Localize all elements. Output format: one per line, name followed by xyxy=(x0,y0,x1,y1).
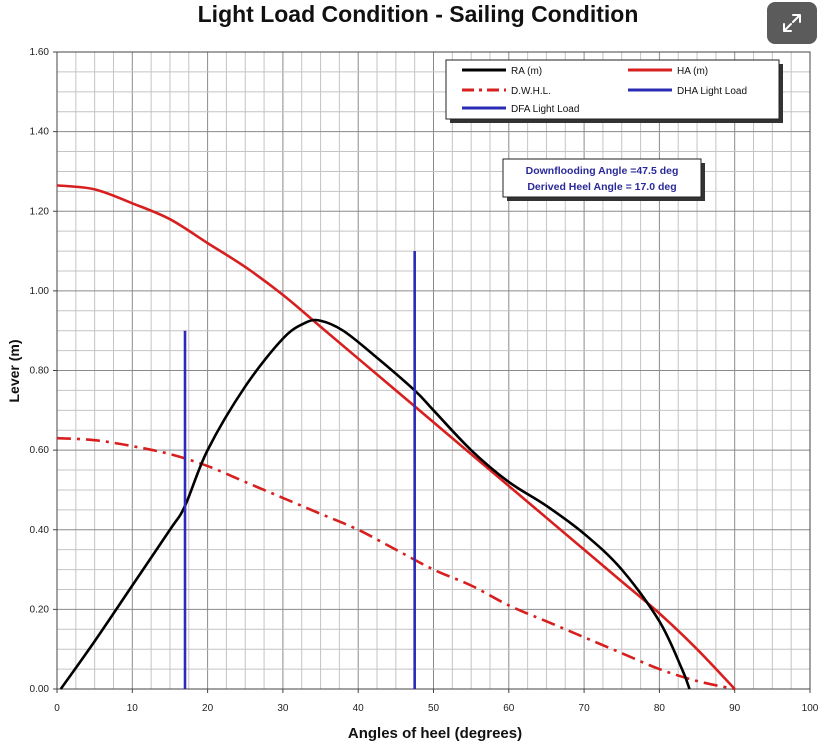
x-tick-label: 0 xyxy=(54,703,60,714)
y-tick-label: 0.20 xyxy=(30,604,50,615)
annotation-downflooding-angle: Downflooding Angle =47.5 deg xyxy=(526,165,679,177)
y-tick-label: 1.60 xyxy=(30,47,50,58)
annotation-box: Downflooding Angle =47.5 deg Derived Hee… xyxy=(502,158,705,201)
x-axis-label: Angles of heel (degrees) xyxy=(348,725,522,742)
y-tick-label: 1.00 xyxy=(30,286,50,297)
legend: RA (m) HA (m) D.W.H.L. DHA Light Load DF… xyxy=(445,59,783,123)
x-tick-label: 90 xyxy=(729,703,741,714)
y-tick-label: 0.60 xyxy=(30,445,50,456)
chart-title: Light Load Condition - Sailing Condition xyxy=(198,1,639,27)
x-tick-label: 30 xyxy=(277,703,289,714)
x-tick-label: 80 xyxy=(654,703,666,714)
series-line-d-w-h-l xyxy=(56,436,735,691)
x-tick-label: 60 xyxy=(503,703,515,714)
legend-label-dwhl: D.W.H.L. xyxy=(511,86,551,97)
y-tick-label: 0.80 xyxy=(30,366,50,377)
legend-label-ra: RA (m) xyxy=(511,66,542,77)
series-line-ra-m xyxy=(59,318,691,690)
x-tick-label: 40 xyxy=(353,703,365,714)
series-layer xyxy=(56,184,736,691)
expand-button[interactable] xyxy=(767,2,817,44)
series-line-ha-m xyxy=(56,184,736,690)
annotation-frame xyxy=(502,158,702,198)
x-axis: 0 10 20 30 40 50 60 70 80 90 100 xyxy=(54,689,819,714)
legend-label-ha: HA (m) xyxy=(677,66,708,77)
x-tick-label: 50 xyxy=(428,703,440,714)
y-axis-label: Lever (m) xyxy=(6,339,22,402)
y-tick-label: 0.00 xyxy=(30,684,50,695)
legend-label-dha: DHA Light Load xyxy=(677,86,747,97)
y-axis: 0.00 0.20 0.40 0.60 0.80 1.00 1.20 1.40 1.60 xyxy=(30,47,57,695)
y-tick-label: 1.20 xyxy=(30,206,50,217)
x-tick-label: 20 xyxy=(202,703,214,714)
expand-arrows-icon xyxy=(783,14,801,32)
x-tick-label: 100 xyxy=(802,703,819,714)
x-tick-label: 10 xyxy=(127,703,139,714)
legend-label-dfa: DFA Light Load xyxy=(511,104,579,115)
grid xyxy=(56,51,811,690)
annotation-derived-heel-angle: Derived Heel Angle = 17.0 deg xyxy=(527,181,676,193)
x-tick-label: 70 xyxy=(579,703,591,714)
y-tick-label: 1.40 xyxy=(30,127,50,138)
y-tick-label: 0.40 xyxy=(30,525,50,536)
